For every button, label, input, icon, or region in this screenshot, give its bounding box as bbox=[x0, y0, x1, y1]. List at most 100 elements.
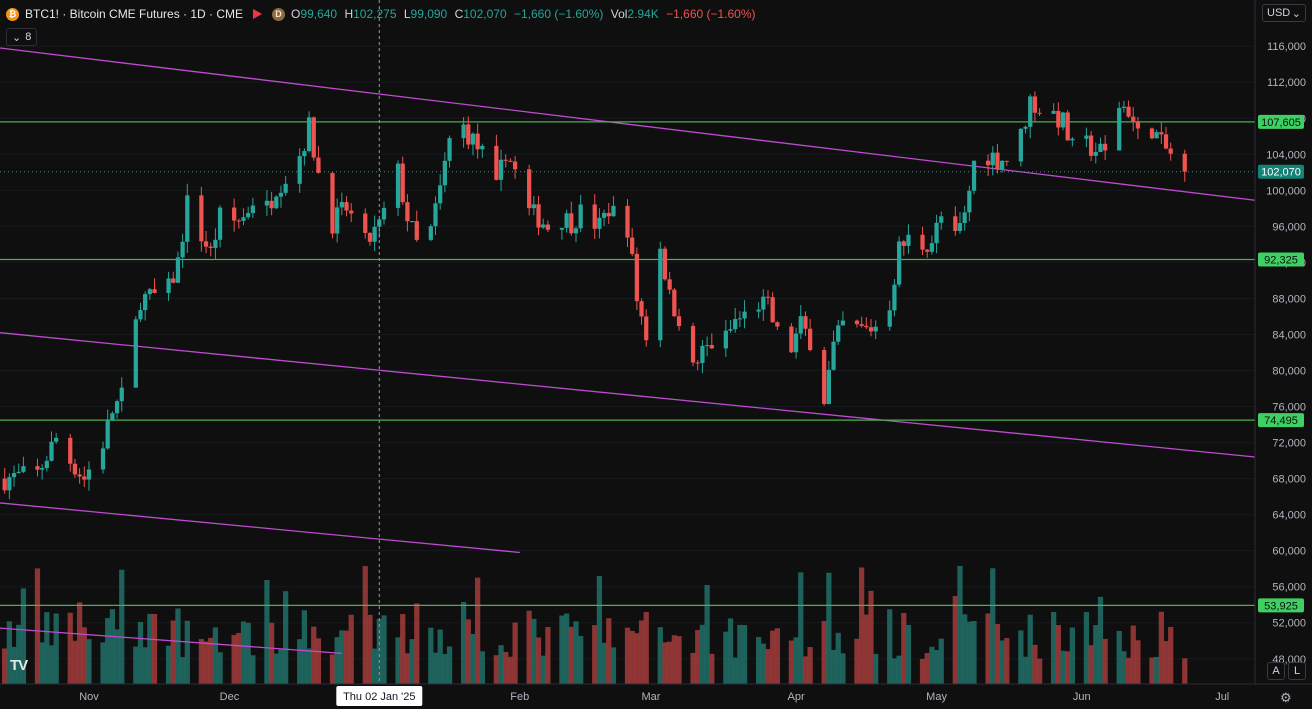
trendline[interactable] bbox=[0, 332, 1256, 458]
volume-bar bbox=[470, 633, 476, 684]
red-flag-icon[interactable] bbox=[253, 9, 263, 19]
price-axis[interactable]: 116,000112,000108,000104,000100,00096,00… bbox=[1254, 0, 1312, 709]
volume-bar bbox=[493, 655, 500, 684]
volume-bar bbox=[203, 641, 209, 684]
candle-body bbox=[798, 316, 803, 334]
candle-body bbox=[840, 320, 846, 326]
volume-bar bbox=[170, 620, 176, 684]
candle-body bbox=[695, 362, 700, 364]
log-scale-button[interactable]: L bbox=[1288, 662, 1306, 680]
currency-select[interactable]: USD ⌄ bbox=[1262, 4, 1306, 22]
candle-body bbox=[564, 213, 569, 228]
candle-body bbox=[1163, 134, 1169, 149]
chevron-down-icon: ⌄ bbox=[1291, 7, 1301, 20]
volume-bar bbox=[606, 618, 612, 684]
volume-bar bbox=[165, 645, 172, 684]
candle-body bbox=[896, 241, 902, 285]
candle-body bbox=[44, 460, 49, 469]
volume-bar bbox=[334, 637, 340, 684]
trendline[interactable] bbox=[0, 47, 1256, 201]
candle-body bbox=[236, 220, 241, 222]
candle-body bbox=[611, 205, 616, 217]
horizontal-levels[interactable] bbox=[0, 121, 1255, 607]
candle-body bbox=[1168, 148, 1173, 154]
x-tick-label: Nov bbox=[79, 691, 99, 703]
level-label-bg bbox=[1258, 413, 1304, 428]
candle-body bbox=[873, 326, 878, 332]
volume-bar bbox=[1065, 651, 1071, 684]
volume-bar bbox=[563, 613, 570, 684]
volume-bar bbox=[924, 653, 930, 684]
candle-body bbox=[541, 224, 546, 228]
candle-body bbox=[545, 224, 551, 230]
currency-label: USD bbox=[1267, 7, 1291, 19]
y-tick-label: 76,000 bbox=[1272, 402, 1306, 414]
candle-body bbox=[199, 195, 204, 242]
volume-bar bbox=[236, 632, 242, 684]
y-tick-label: 104,000 bbox=[1266, 149, 1306, 161]
collapse-indicators-button[interactable]: ⌄ 8 bbox=[6, 28, 38, 46]
candle-body bbox=[704, 345, 710, 347]
y-tick-label: 88,000 bbox=[1272, 293, 1306, 305]
volume-bar bbox=[348, 614, 354, 684]
candle-body bbox=[934, 222, 939, 244]
candle-body bbox=[264, 200, 270, 206]
volume-bar bbox=[994, 624, 1001, 684]
crosshair-date-bg bbox=[336, 686, 423, 706]
candle-body bbox=[185, 195, 190, 242]
candle-body bbox=[658, 248, 663, 341]
candle-body bbox=[11, 473, 17, 478]
volume-bar bbox=[985, 613, 991, 684]
candle-body bbox=[349, 210, 354, 214]
trendlines[interactable] bbox=[0, 47, 1256, 655]
trendline[interactable] bbox=[0, 502, 520, 554]
volume-bar bbox=[905, 624, 912, 684]
volume-bar bbox=[732, 657, 738, 684]
candle-body bbox=[433, 203, 438, 227]
volume-bar bbox=[442, 653, 448, 684]
time-axis[interactable]: Nov Dec Feb Mar Apr May Jun Jul Thu 02 Jan '25 bbox=[0, 683, 1312, 706]
y-tick-label: 112,000 bbox=[1267, 77, 1306, 89]
d-badge[interactable]: D bbox=[272, 7, 286, 21]
volume-bar bbox=[601, 642, 607, 684]
candle-body bbox=[1093, 152, 1098, 156]
candle-body bbox=[339, 202, 344, 208]
candle-body bbox=[2, 478, 7, 491]
candle-body bbox=[367, 232, 373, 242]
volume-bar bbox=[142, 647, 148, 684]
candle-body bbox=[470, 133, 476, 145]
volume-bar bbox=[428, 627, 434, 684]
candle-body bbox=[775, 322, 780, 327]
volume-bar bbox=[175, 608, 181, 684]
candle-body bbox=[138, 310, 143, 320]
candle-body bbox=[765, 296, 771, 298]
volume-bar bbox=[821, 620, 827, 684]
volume-bar bbox=[802, 656, 809, 684]
candle-body bbox=[906, 234, 911, 246]
volume-bar bbox=[72, 640, 78, 684]
volume-bar bbox=[273, 653, 279, 684]
candle-body bbox=[250, 205, 255, 214]
volume-bar bbox=[667, 641, 673, 684]
volume-bar bbox=[512, 622, 518, 684]
gear-icon[interactable]: ⚙ bbox=[1280, 690, 1292, 705]
volume-bar bbox=[1135, 640, 1141, 684]
symbol-title[interactable]: BTC1! · Bitcoin CME Futures · 1D · CME bbox=[25, 7, 244, 21]
volume-bar bbox=[793, 637, 799, 684]
volume-bar bbox=[634, 633, 640, 684]
candle-body bbox=[330, 172, 335, 234]
candle-body bbox=[789, 326, 794, 353]
auto-scale-button[interactable]: A bbox=[1267, 662, 1285, 680]
candle-body bbox=[147, 289, 152, 295]
volume-bar bbox=[1149, 657, 1155, 684]
candle-body bbox=[1023, 126, 1028, 129]
candle-body bbox=[105, 419, 110, 449]
candle-body bbox=[831, 341, 836, 370]
volume-bar bbox=[1083, 612, 1090, 684]
trendline[interactable] bbox=[0, 627, 342, 655]
candle-body bbox=[68, 437, 73, 464]
volume-bar bbox=[297, 639, 303, 684]
volume-bar bbox=[559, 615, 565, 684]
volume-bars bbox=[2, 565, 1188, 684]
